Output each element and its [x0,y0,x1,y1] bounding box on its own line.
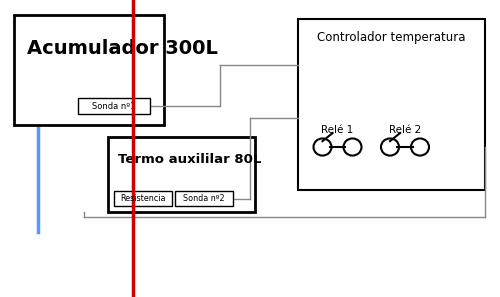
Bar [108,137,255,212]
Bar [14,15,164,125]
Text: Sonda nº2: Sonda nº2 [183,194,224,203]
Text: Acumulador 300L: Acumulador 300L [26,39,218,58]
Text: Sonda nº1: Sonda nº1 [92,102,136,111]
Text: Termo auxililar 80L: Termo auxililar 80L [118,153,262,166]
Bar [114,191,172,206]
Text: Controlador temperatura: Controlador temperatura [317,31,466,44]
Bar [78,98,150,114]
Text: Relé 1: Relé 1 [322,125,354,135]
Text: Relé 2: Relé 2 [389,125,421,135]
Bar [175,191,233,206]
Text: Resistencia: Resistencia [120,194,166,203]
Bar [298,19,485,190]
